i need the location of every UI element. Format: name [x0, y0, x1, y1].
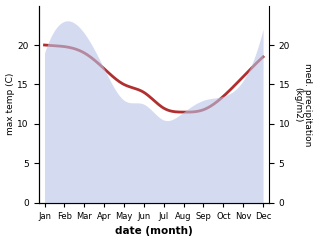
Y-axis label: max temp (C): max temp (C)	[5, 73, 15, 135]
X-axis label: date (month): date (month)	[115, 227, 193, 236]
Y-axis label: med. precipitation
(kg/m2): med. precipitation (kg/m2)	[293, 62, 313, 146]
